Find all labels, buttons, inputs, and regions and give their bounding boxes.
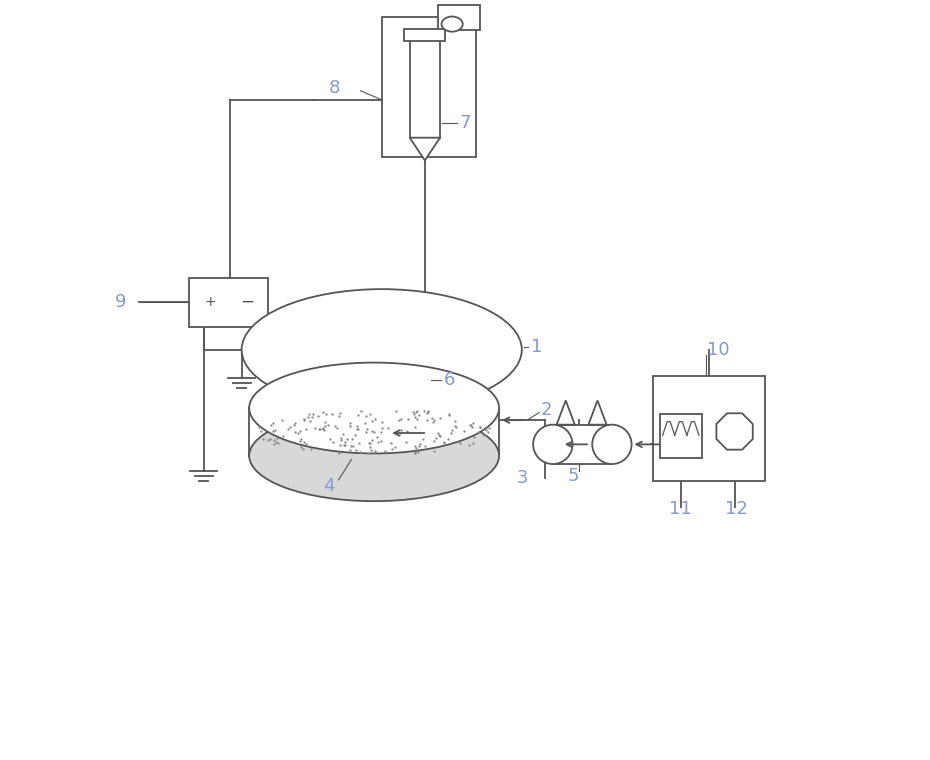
- Polygon shape: [410, 138, 440, 160]
- Bar: [189, 277, 268, 327]
- Bar: [405, 29, 445, 41]
- Bar: [653, 376, 764, 481]
- Text: 9: 9: [115, 293, 126, 311]
- Ellipse shape: [533, 425, 573, 464]
- Text: +: +: [204, 295, 216, 309]
- Polygon shape: [557, 401, 575, 425]
- Text: 1: 1: [531, 338, 542, 356]
- Text: 3: 3: [516, 470, 528, 487]
- Bar: [660, 414, 702, 458]
- Ellipse shape: [442, 17, 463, 32]
- Text: −: −: [240, 293, 254, 311]
- Text: 5: 5: [567, 467, 578, 485]
- Polygon shape: [716, 413, 752, 450]
- Text: 12: 12: [724, 500, 748, 518]
- Ellipse shape: [592, 425, 631, 464]
- Text: 7: 7: [459, 113, 472, 131]
- Polygon shape: [589, 401, 606, 425]
- Text: 8: 8: [328, 80, 340, 97]
- Bar: [439, 5, 480, 30]
- Ellipse shape: [242, 289, 522, 410]
- Bar: [410, 40, 440, 138]
- Text: 6: 6: [444, 371, 455, 389]
- Ellipse shape: [249, 410, 499, 501]
- Bar: [552, 425, 612, 464]
- Text: 2: 2: [540, 401, 552, 420]
- Text: 10: 10: [708, 340, 730, 359]
- Ellipse shape: [249, 363, 499, 454]
- Bar: [381, 17, 476, 157]
- Text: 4: 4: [324, 477, 335, 495]
- Text: 11: 11: [670, 500, 692, 518]
